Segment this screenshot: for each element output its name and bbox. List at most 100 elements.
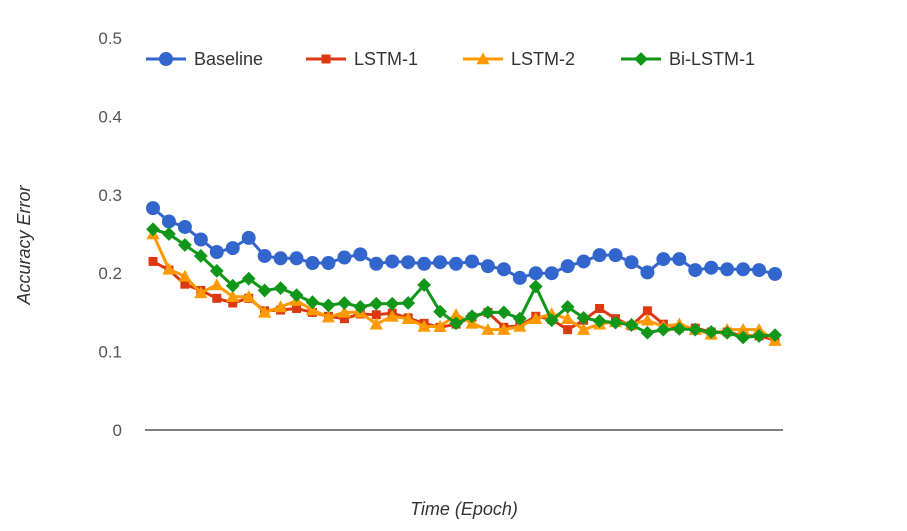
data-point	[146, 201, 160, 216]
data-point	[752, 329, 766, 343]
data-point	[768, 266, 782, 281]
data-point	[369, 317, 383, 330]
legend-label: Bi-LSTM-1	[669, 49, 755, 69]
y-tick-label: 0.1	[98, 343, 122, 362]
data-point	[353, 247, 368, 262]
data-point	[561, 312, 575, 324]
y-axis-title: Accuracy Error	[14, 184, 34, 305]
data-point	[560, 300, 575, 314]
data-point	[305, 303, 320, 316]
data-point	[148, 256, 158, 266]
y-tick-label: 0	[113, 421, 122, 440]
series-baseline	[146, 201, 782, 285]
data-point	[640, 265, 655, 280]
legend-marker	[476, 52, 490, 65]
data-point	[401, 255, 416, 270]
data-point	[178, 269, 192, 282]
data-point	[736, 262, 751, 277]
data-point	[210, 278, 224, 291]
x-axis-title: Time (Epoch)	[410, 499, 518, 519]
data-point	[640, 313, 655, 326]
data-point	[704, 260, 719, 275]
data-point	[497, 323, 511, 335]
data-point	[305, 295, 320, 310]
data-point	[273, 281, 288, 295]
data-point	[292, 303, 302, 313]
data-point	[225, 278, 240, 293]
data-point	[481, 323, 495, 335]
data-point	[480, 259, 495, 274]
data-point	[512, 311, 527, 326]
data-point	[417, 256, 432, 271]
y-tick-label: 0.5	[98, 29, 122, 48]
data-point	[209, 245, 224, 260]
data-point	[209, 263, 224, 278]
data-point	[736, 330, 751, 345]
data-point	[704, 325, 719, 339]
data-point	[258, 305, 272, 318]
data-point	[433, 304, 447, 319]
data-point	[544, 266, 559, 281]
data-point	[672, 321, 687, 336]
data-point	[242, 290, 256, 302]
data-point	[496, 305, 511, 320]
data-point	[369, 296, 384, 311]
legend-entry: LSTM-2	[463, 49, 575, 69]
data-point	[624, 318, 639, 332]
data-point	[353, 300, 368, 314]
data-point	[481, 305, 495, 320]
data-point	[496, 262, 511, 277]
y-axis-ticks: 0 0.1 0.2 0.3 0.4 0.5	[98, 29, 122, 440]
data-point	[273, 300, 288, 313]
data-point	[321, 256, 336, 271]
y-tick-label: 0.4	[98, 107, 122, 126]
series-group	[146, 201, 782, 346]
data-point	[162, 262, 176, 275]
data-point	[672, 252, 687, 267]
data-point	[433, 255, 448, 270]
data-point	[608, 248, 623, 263]
data-point	[688, 322, 703, 337]
data-point	[624, 255, 639, 270]
data-point	[529, 312, 543, 324]
data-point	[768, 328, 782, 343]
data-point	[177, 219, 192, 234]
series-bi-lstm-1	[146, 222, 782, 345]
data-point	[449, 316, 463, 331]
data-point	[595, 303, 605, 313]
data-point	[146, 222, 160, 237]
y-tick-label: 0.3	[98, 186, 122, 205]
data-point	[385, 309, 399, 322]
legend: Baseline LSTM-1 LSTM-2 Bi-LSTM-1	[146, 49, 755, 69]
legend-marker	[321, 54, 331, 64]
data-point	[449, 256, 464, 271]
data-point	[337, 296, 352, 310]
data-point	[289, 251, 304, 266]
data-point	[464, 254, 479, 269]
data-point	[212, 293, 222, 303]
data-point	[241, 271, 256, 286]
legend-entry: LSTM-1	[306, 49, 418, 69]
data-point	[640, 325, 655, 340]
legend-label: Baseline	[194, 49, 263, 69]
data-point	[193, 249, 208, 263]
data-point	[736, 323, 750, 335]
y-tick-label: 0.2	[98, 264, 122, 283]
data-point	[465, 309, 479, 324]
data-point	[449, 308, 463, 321]
data-point	[289, 288, 304, 303]
data-point	[385, 296, 400, 311]
data-point	[225, 241, 240, 256]
data-point	[337, 250, 352, 265]
data-point	[752, 263, 767, 278]
data-point	[162, 227, 176, 241]
data-point	[177, 238, 192, 252]
data-point	[528, 279, 543, 294]
data-point	[228, 298, 238, 308]
data-point	[417, 278, 432, 292]
data-point	[642, 306, 652, 316]
data-point	[513, 319, 527, 332]
legend-label: LSTM-2	[511, 49, 575, 69]
data-point	[433, 319, 447, 332]
